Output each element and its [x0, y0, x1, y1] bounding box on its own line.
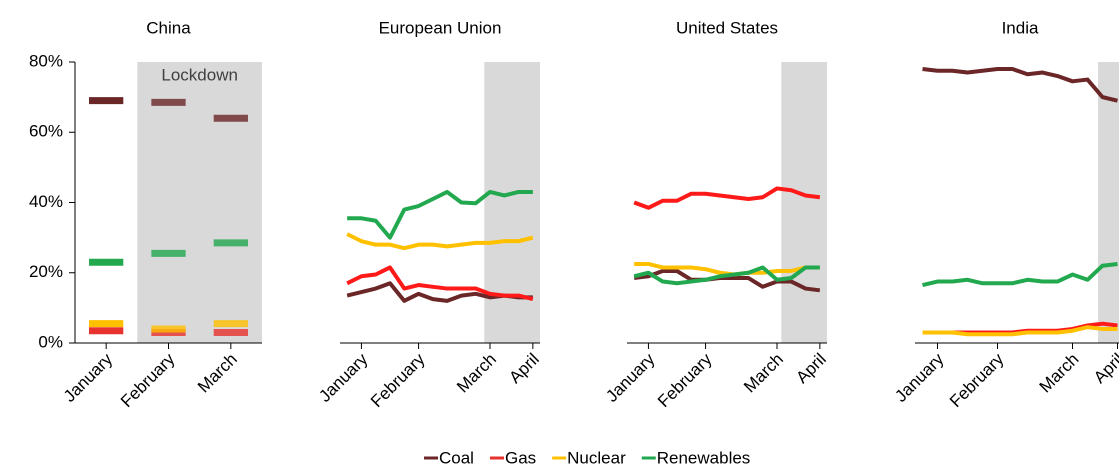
- x-tick-label: March: [453, 350, 500, 397]
- panel-title: European Union: [379, 18, 502, 37]
- series-line: [346, 265, 534, 302]
- y-tick-label: 20%: [29, 262, 63, 281]
- legend-label: Renewables: [657, 448, 751, 467]
- legend-label: Gas: [505, 448, 536, 467]
- y-tick-label: 80%: [29, 51, 63, 70]
- x-tick-label: March: [740, 350, 787, 397]
- series-line: [633, 268, 821, 293]
- series-line: [922, 325, 1118, 337]
- x-tick-label: April: [1090, 350, 1119, 387]
- x-tick-label: February: [654, 349, 716, 411]
- y-tick-label: 0%: [38, 332, 63, 351]
- x-tick-label: March: [194, 350, 241, 397]
- x-tick-label: February: [946, 349, 1008, 411]
- x-tick-label: April: [792, 350, 829, 387]
- panel-title: China: [146, 18, 191, 37]
- x-tick-label: February: [367, 349, 429, 411]
- series-line: [346, 232, 534, 251]
- x-tick-label: March: [1036, 350, 1083, 397]
- series-line: [347, 189, 533, 240]
- panel-title: United States: [676, 18, 778, 37]
- legend-label: Nuclear: [567, 448, 626, 467]
- x-tick-label: January: [891, 349, 948, 406]
- x-tick-label: January: [602, 349, 659, 406]
- lockdown-shade: [1098, 62, 1119, 343]
- y-tick-label: 60%: [29, 122, 63, 141]
- series-line: [633, 265, 820, 286]
- x-tick-label: January: [60, 349, 117, 406]
- x-tick-label: February: [117, 349, 179, 411]
- y-tick-label: 40%: [29, 192, 63, 211]
- x-tick-label: January: [315, 349, 372, 406]
- lockdown-shade: [781, 62, 827, 343]
- series-line: [633, 186, 821, 210]
- series-line: [922, 261, 1118, 287]
- x-tick-label: April: [505, 350, 542, 387]
- legend-label: Coal: [439, 448, 474, 467]
- series-line: [922, 67, 1118, 103]
- annotation: Lockdown: [161, 65, 238, 84]
- panel-title: India: [1002, 18, 1039, 37]
- lockdown-shade: [137, 62, 262, 343]
